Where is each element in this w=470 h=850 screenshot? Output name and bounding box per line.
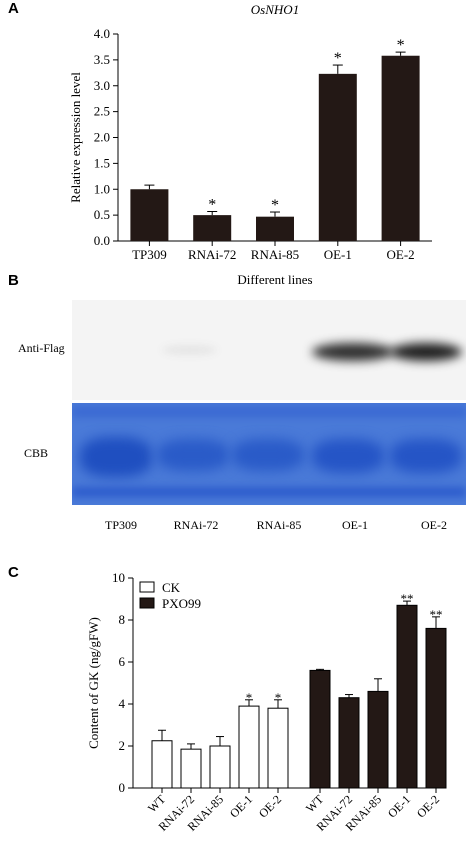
y-tick-label: 8 xyxy=(119,612,126,627)
significance-mark: ** xyxy=(430,607,443,622)
y-tick-label: 3.0 xyxy=(94,78,110,93)
significance-mark: * xyxy=(208,197,216,214)
bar-PXO99-RNAi-72 xyxy=(338,697,360,789)
expression-bar-chart: OsNHO1 0.0 0.5 1.0 1.5 2.0 2.5 3.0 3.5 4.0 TP309 RN… xyxy=(68,2,432,287)
x-tick-label: OE-1 xyxy=(385,792,413,820)
bar-PXO99-RNAi-85 xyxy=(367,690,389,789)
significance-mark: ** xyxy=(401,591,414,606)
bar-CK-RNAi-72 xyxy=(180,748,202,789)
panel-a-letter: A xyxy=(8,0,19,17)
bar-CK-OE-2 xyxy=(267,707,289,789)
y-tick-label: 2.0 xyxy=(94,130,110,145)
legend-swatch-PXO99 xyxy=(139,597,155,609)
y-tick-label: 6 xyxy=(119,654,126,669)
significance-mark: * xyxy=(397,37,405,54)
y-tick-label: 2.5 xyxy=(94,104,110,119)
bar-CK-RNAi-85 xyxy=(209,745,231,789)
bar-PXO99-OE-2 xyxy=(425,627,447,789)
legend-label-PXO99: PXO99 xyxy=(162,596,201,611)
bar-OE-1 xyxy=(318,73,357,241)
y-tick-label: 2 xyxy=(119,738,126,753)
significance-mark: * xyxy=(246,690,253,705)
bar-RNAi-85 xyxy=(256,216,294,241)
lane-label-5: OE-2 xyxy=(421,518,447,532)
y-axis-label: Content of GK (ng/gFW) xyxy=(86,617,101,749)
chart-title: OsNHO1 xyxy=(251,2,299,17)
significance-mark: * xyxy=(271,197,279,214)
x-tick-label: WT xyxy=(303,792,327,816)
gel-band-lane-4 xyxy=(312,439,384,473)
bar-PXO99-WT xyxy=(309,669,331,789)
gel-band-lower xyxy=(72,487,466,497)
x-tick-label: OE-2 xyxy=(414,792,442,820)
x-tick-label: TP309 xyxy=(132,247,167,262)
y-tick-label: 1.5 xyxy=(94,155,110,170)
blot-band-lane-5 xyxy=(390,343,462,361)
lane-label-3: RNAi-85 xyxy=(256,518,302,532)
bar-CK-OE-1 xyxy=(238,705,260,789)
x-tick-label: WT xyxy=(145,792,169,816)
bar-RNAi-72 xyxy=(193,215,232,241)
x-tick-label: OE-2 xyxy=(387,247,415,262)
blot-band-lane-4 xyxy=(312,343,394,361)
y-axis-label: Relative expression level xyxy=(68,72,83,203)
panel-b-letter: B xyxy=(8,272,19,289)
gel-band-upper xyxy=(72,407,466,417)
y-tick-label: 1.0 xyxy=(94,181,110,196)
x-tick-label: OE-1 xyxy=(324,247,352,262)
bar-PXO99-OE-1 xyxy=(396,604,418,789)
x-tick-label: RNAi-72 xyxy=(188,247,236,262)
y-tick-label: 0.0 xyxy=(94,233,110,248)
panel-c-letter: C xyxy=(8,564,19,581)
gel-band-lane-1 xyxy=(80,437,152,477)
x-tick-label: RNAi-85 xyxy=(251,247,299,262)
y-tick-label: 4 xyxy=(119,696,126,711)
blot-band-lane-2 xyxy=(162,345,217,355)
lane-label-1: TP309 xyxy=(104,518,138,532)
bar-OE-2 xyxy=(381,55,420,241)
y-tick-label: 3.5 xyxy=(94,52,110,67)
significance-mark: * xyxy=(275,690,282,705)
y-tick-label: 0 xyxy=(119,780,126,795)
legend-label-CK: CK xyxy=(162,580,181,595)
cbb-gel xyxy=(72,403,466,505)
lane-label-4: OE-1 xyxy=(342,518,368,532)
gel-band-lane-5 xyxy=(390,439,462,473)
gel-band-lane-2 xyxy=(157,439,229,471)
gel-band-lane-3 xyxy=(232,439,304,471)
bar-TP309 xyxy=(130,189,169,241)
x-tick-label: OE-2 xyxy=(256,792,284,820)
x-tick-label: OE-1 xyxy=(227,792,255,820)
y-tick-label: 10 xyxy=(112,570,125,585)
y-tick-label: 0.5 xyxy=(94,207,110,222)
y-tick-label: 4.0 xyxy=(94,26,110,41)
significance-mark: * xyxy=(334,50,342,67)
western-blot xyxy=(72,300,466,400)
lane-label-2: RNAi-72 xyxy=(173,518,219,532)
blot-row-label-cbb: CBB xyxy=(24,446,49,460)
legend-swatch-CK xyxy=(139,581,155,593)
bar-CK-WT xyxy=(151,740,173,789)
x-axis-label: Different lines xyxy=(237,272,312,287)
blot-row-label-antiflag: Anti-Flag xyxy=(18,341,65,355)
